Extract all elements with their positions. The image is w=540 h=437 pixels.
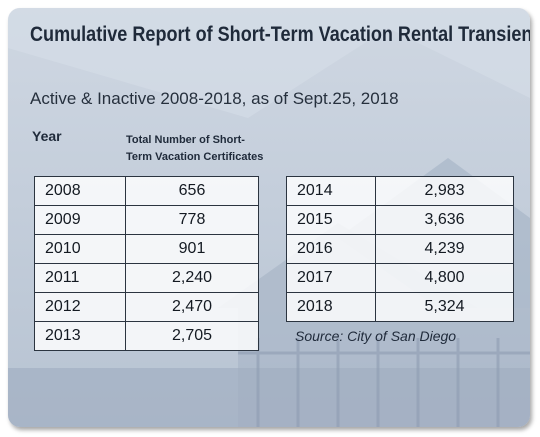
source-note: Source: City of San Diego (295, 328, 457, 344)
table-row: 2018 5,324 (286, 292, 514, 322)
certificate-count-cell: 5,324 (375, 292, 514, 322)
year-cell: 2011 (34, 263, 126, 293)
table-row: 2009 778 (34, 205, 259, 235)
year-cell: 2017 (286, 263, 376, 293)
year-cell: 2012 (34, 292, 126, 322)
table-row: 2013 2,705 (34, 321, 259, 351)
year-cell: 2018 (286, 292, 376, 322)
count-column-header: Total Number of Short- Term Vacation Cer… (126, 132, 296, 166)
table-row: 2015 3,636 (286, 205, 514, 235)
chart-subtitle: Active & Inactive 2008-2018, as of Sept.… (30, 89, 399, 108)
certificate-count-cell: 778 (125, 205, 259, 235)
year-cell: 2016 (286, 234, 376, 264)
year-column-header: Year (32, 128, 62, 144)
count-header-line-2: Term Vacation Certificates (126, 151, 264, 163)
table-row: 2017 4,800 (286, 263, 514, 293)
year-cell: 2015 (286, 205, 376, 235)
year-cell: 2009 (34, 205, 126, 235)
certificate-count-cell: 4,800 (375, 263, 514, 293)
infographic-panel: Cumulative Report of Short-Term Vacation… (8, 8, 530, 427)
certificate-count-cell: 901 (125, 234, 259, 264)
table-left: 2008 656 2009 778 2010 901 2011 2,240 2012 2,470 2… (34, 176, 259, 351)
chart-title: Cumulative Report of Short-Term Vacation… (30, 23, 530, 46)
year-cell: 2008 (34, 176, 126, 206)
certificate-count-cell: 2,705 (125, 321, 259, 351)
year-cell: 2013 (34, 321, 126, 351)
table-right: 2014 2,983 2015 3,636 2016 4,239 2017 4,800 2018… (286, 176, 514, 322)
certificate-count-cell: 3,636 (375, 205, 514, 235)
certificate-count-cell: 4,239 (375, 234, 514, 264)
certificate-count-cell: 2,983 (375, 176, 514, 206)
year-cell: 2010 (34, 234, 126, 264)
table-row: 2012 2,470 (34, 292, 259, 322)
certificate-count-cell: 2,470 (125, 292, 259, 322)
table-row: 2008 656 (34, 176, 259, 206)
table-row: 2010 901 (34, 234, 259, 264)
count-header-line-1: Total Number of Short- (126, 134, 245, 146)
table-row: 2014 2,983 (286, 176, 514, 206)
table-row: 2016 4,239 (286, 234, 514, 264)
year-cell: 2014 (286, 176, 376, 206)
certificate-count-cell: 656 (125, 176, 259, 206)
table-row: 2011 2,240 (34, 263, 259, 293)
certificate-count-cell: 2,240 (125, 263, 259, 293)
